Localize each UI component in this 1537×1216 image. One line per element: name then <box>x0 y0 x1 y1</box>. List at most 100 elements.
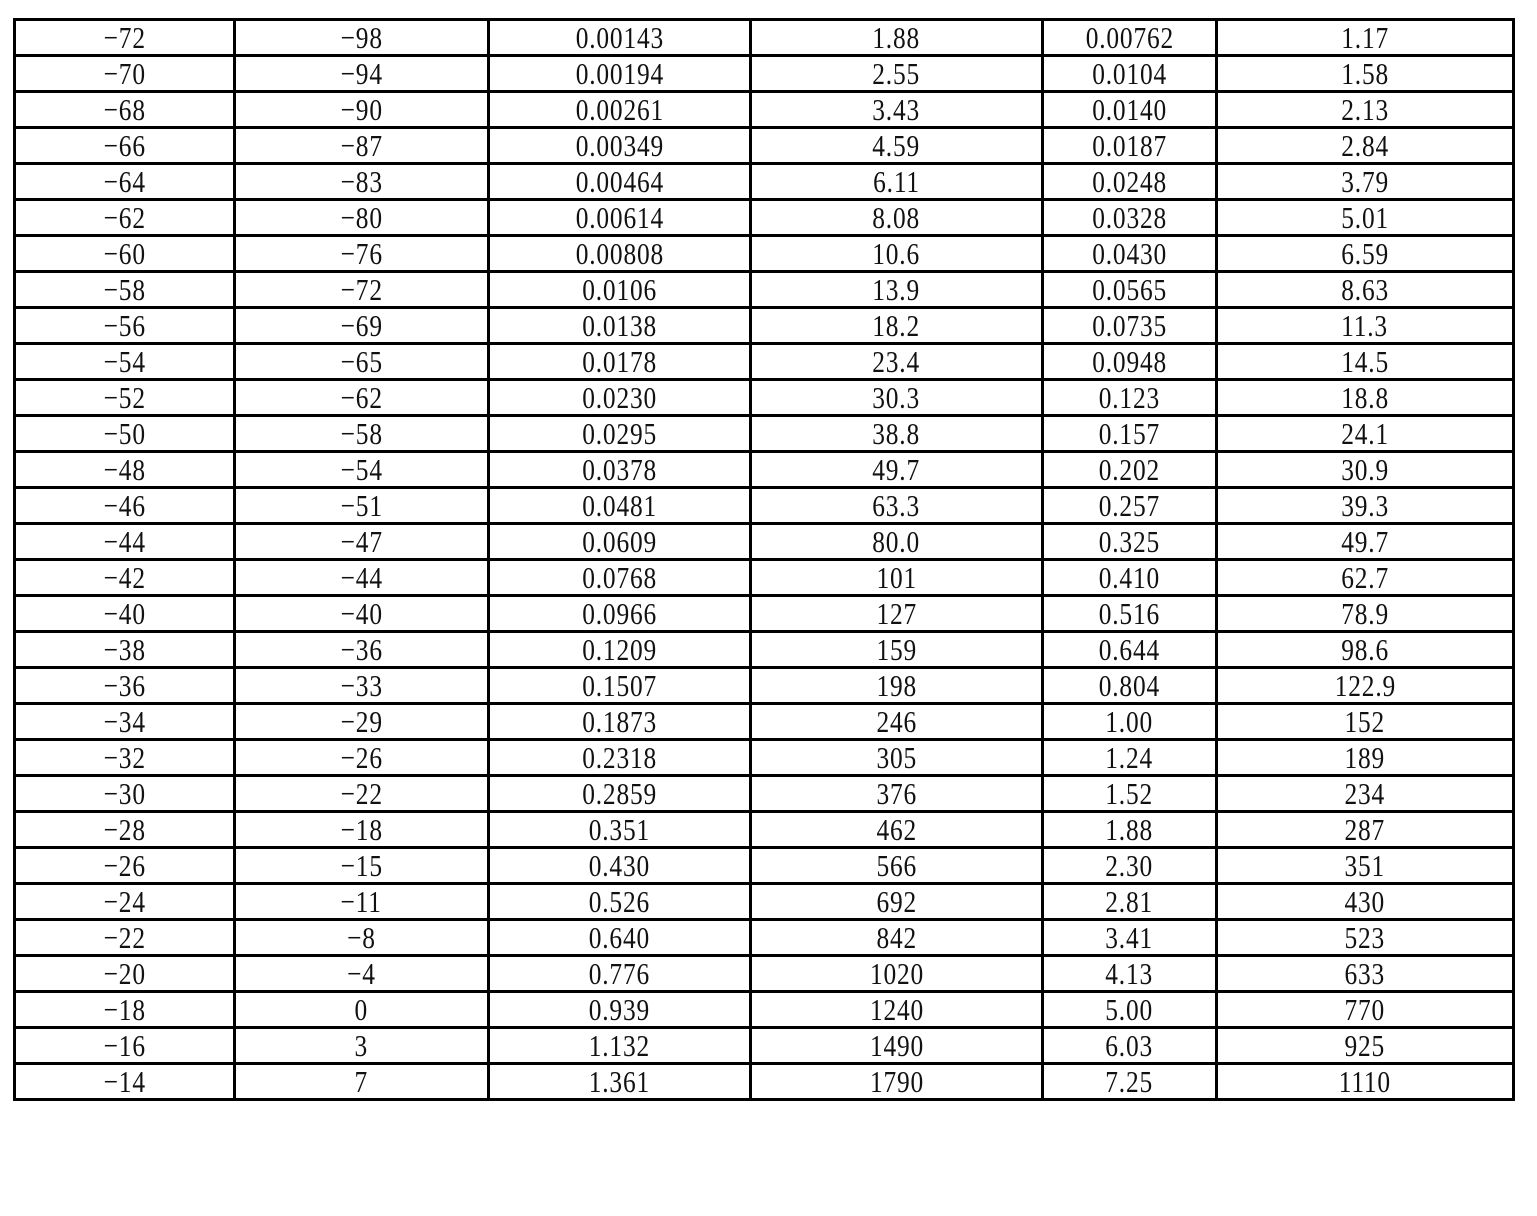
table-cell: 159 <box>749 630 1044 669</box>
table-cell: −69 <box>233 306 490 345</box>
table-row: −34 −29 0.1873 246 1.00 152 <box>13 702 1515 741</box>
cell-value: 7.25 <box>1105 1064 1154 1099</box>
cell-value: 30.3 <box>872 380 921 415</box>
table-cell: 127 <box>749 594 1044 633</box>
table-cell: 0.0565 <box>1041 270 1218 309</box>
cell-value: 0.00143 <box>575 20 664 55</box>
table-cell: 98.6 <box>1215 630 1515 669</box>
table-cell: −68 <box>13 90 236 129</box>
cell-value: −72 <box>340 272 383 307</box>
cell-value: −18 <box>103 992 146 1027</box>
table-row: −20 −4 0.776 1020 4.13 633 <box>13 954 1515 993</box>
table-cell: −65 <box>233 342 490 381</box>
table-cell: 2.30 <box>1041 846 1218 885</box>
table-row: −40 −40 0.0966 127 0.516 78.9 <box>13 594 1515 633</box>
cell-value: 0.0966 <box>582 596 657 631</box>
table-cell: 1.361 <box>487 1062 752 1101</box>
cell-value: −66 <box>103 128 146 163</box>
table-cell: 8.08 <box>749 198 1044 237</box>
cell-value: 0.430 <box>588 848 651 883</box>
table-cell: 1.17 <box>1215 18 1515 57</box>
table-cell: −16 <box>13 1026 236 1065</box>
table-cell: 2.84 <box>1215 126 1515 165</box>
cell-value: −20 <box>103 956 146 991</box>
table-cell: 566 <box>749 846 1044 885</box>
table-row: −68 −90 0.00261 3.43 0.0140 2.13 <box>13 90 1515 129</box>
cell-value: 3.43 <box>872 92 921 127</box>
cell-value: −44 <box>340 560 383 595</box>
table-cell: −56 <box>13 306 236 345</box>
table-row: −70 −94 0.00194 2.55 0.0104 1.58 <box>13 54 1515 93</box>
table-row: −16 3 1.132 1490 6.03 925 <box>13 1026 1515 1065</box>
table-cell: 0.804 <box>1041 666 1218 705</box>
cell-value: 0 <box>354 992 369 1027</box>
table-cell: 0.430 <box>487 846 752 885</box>
table-row: −56 −69 0.0138 18.2 0.0735 11.3 <box>13 306 1515 345</box>
cell-value: 1.88 <box>1105 812 1154 847</box>
table-cell: 62.7 <box>1215 558 1515 597</box>
table-cell: 0.00464 <box>487 162 752 201</box>
table-row: −62 −80 0.00614 8.08 0.0328 5.01 <box>13 198 1515 237</box>
cell-value: 14.5 <box>1341 344 1389 379</box>
cell-value: −4 <box>347 956 376 991</box>
table-cell: 63.3 <box>749 486 1044 525</box>
table-cell: 0.257 <box>1041 486 1218 525</box>
table-cell: −11 <box>233 882 490 921</box>
cell-value: 198 <box>876 668 917 703</box>
table-cell: 0.0735 <box>1041 306 1218 345</box>
cell-value: 0.644 <box>1098 632 1161 667</box>
cell-value: 6.11 <box>873 164 920 199</box>
cell-value: −54 <box>340 452 383 487</box>
table-cell: 0.0430 <box>1041 234 1218 273</box>
table-cell: 0.0295 <box>487 414 752 453</box>
table-cell: 0.0948 <box>1041 342 1218 381</box>
cell-value: 0.0609 <box>582 524 657 559</box>
cell-value: 351 <box>1344 848 1386 883</box>
cell-value: 0.202 <box>1098 452 1161 487</box>
cell-value: 0.2859 <box>582 776 657 811</box>
table-cell: −22 <box>233 774 490 813</box>
cell-value: 38.8 <box>872 416 921 451</box>
cell-value: −68 <box>103 92 146 127</box>
table-row: −36 −33 0.1507 198 0.804 122.9 <box>13 666 1515 705</box>
cell-value: 0.804 <box>1098 668 1161 703</box>
cell-value: 0.526 <box>588 884 651 919</box>
cell-value: −26 <box>103 848 146 883</box>
cell-value: −72 <box>103 20 146 55</box>
table-cell: 842 <box>749 918 1044 957</box>
table-cell: −58 <box>233 414 490 453</box>
table-cell: 1110 <box>1215 1062 1515 1101</box>
cell-value: −48 <box>103 452 146 487</box>
table-cell: 0.0140 <box>1041 90 1218 129</box>
cell-value: 0.1873 <box>582 704 657 739</box>
cell-value: 0.0565 <box>1092 272 1167 307</box>
cell-value: 523 <box>1344 920 1386 955</box>
table-cell: −22 <box>13 918 236 957</box>
table-cell: 0.516 <box>1041 594 1218 633</box>
cell-value: 0.0481 <box>582 488 657 523</box>
table-cell: 5.00 <box>1041 990 1218 1029</box>
table-cell: 633 <box>1215 954 1515 993</box>
table-cell: 8.63 <box>1215 270 1515 309</box>
cell-value: 8.08 <box>872 200 921 235</box>
table-cell: 38.8 <box>749 414 1044 453</box>
cell-value: −62 <box>103 200 146 235</box>
table-cell: 234 <box>1215 774 1515 813</box>
table-cell: 14.5 <box>1215 342 1515 381</box>
cell-value: −24 <box>103 884 146 919</box>
cell-value: 2.84 <box>1341 128 1389 163</box>
cell-value: 5.01 <box>1341 200 1389 235</box>
table-cell: 430 <box>1215 882 1515 921</box>
table-cell: −52 <box>13 378 236 417</box>
cell-value: −76 <box>340 236 383 271</box>
table-cell: −32 <box>13 738 236 777</box>
cell-value: 10.6 <box>872 236 921 271</box>
table-cell: 23.4 <box>749 342 1044 381</box>
cell-value: 30.9 <box>1341 452 1389 487</box>
table-row: −72 −98 0.00143 1.88 0.00762 1.17 <box>13 18 1515 57</box>
table-cell: 0.00143 <box>487 18 752 57</box>
table-row: −26 −15 0.430 566 2.30 351 <box>13 846 1515 885</box>
table-cell: −70 <box>13 54 236 93</box>
table-cell: 0.776 <box>487 954 752 993</box>
cell-value: 376 <box>876 776 917 811</box>
